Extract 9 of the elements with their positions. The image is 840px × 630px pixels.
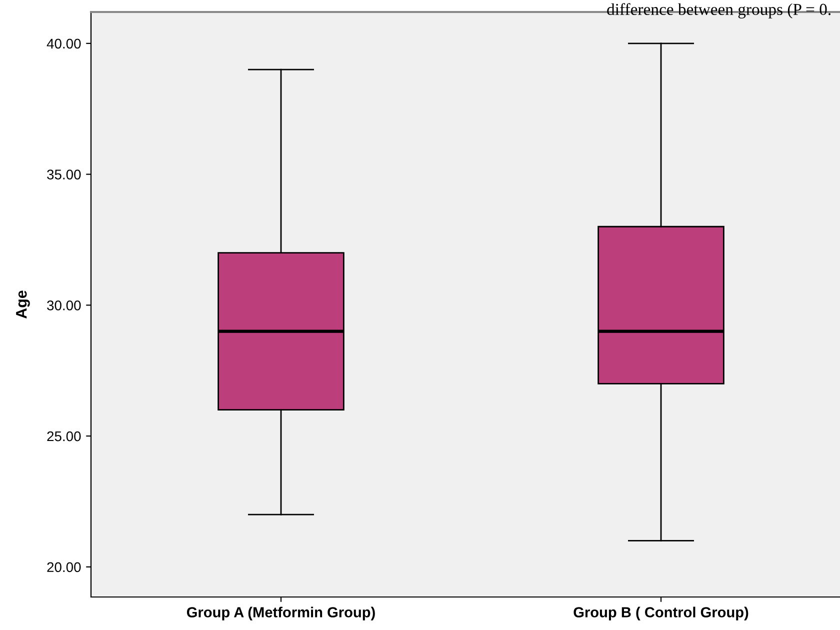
y-tick-label: 40.00 xyxy=(46,38,81,49)
y-axis-title: Age xyxy=(16,290,30,319)
y-tick-label: 35.00 xyxy=(47,170,81,180)
y-tick-label: 20.00 xyxy=(47,562,81,572)
y-tick-label: 30.00 xyxy=(47,300,81,310)
x-tick-label: Group B ( Control Group) xyxy=(574,606,748,620)
x-tick-label: Group A (Metformin Group) xyxy=(186,606,375,620)
y-tick-label: 25.00 xyxy=(47,431,81,442)
annotation: difference between groups (P = 0. xyxy=(607,3,830,18)
